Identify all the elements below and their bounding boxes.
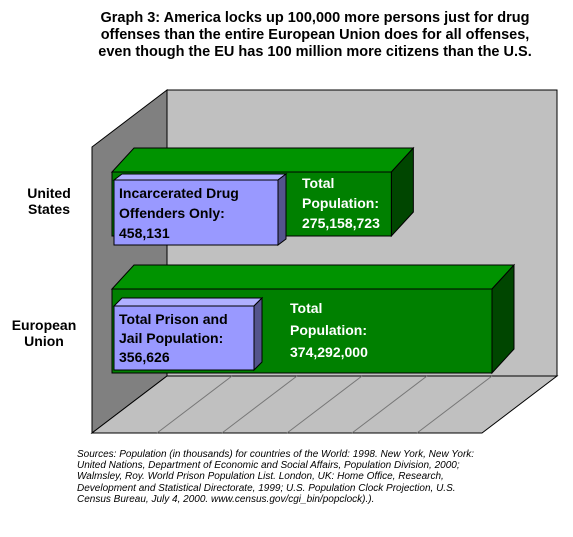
category-label-us: United States	[27, 185, 71, 217]
floor-gridline	[286, 375, 363, 434]
inmate-bar-us-side	[277, 173, 287, 246]
chart-title: Graph 3: America locks up 100,000 more p…	[60, 10, 570, 61]
floor-gridline	[156, 375, 233, 434]
sources-line-4: Development and Statistical Directorate,…	[77, 482, 456, 494]
floor-gridline	[351, 375, 428, 434]
floor-gridline	[416, 375, 493, 434]
floor-gridline	[221, 375, 298, 434]
inmate-bar-us-top	[112, 173, 288, 181]
inmate-bar-eu-side	[253, 296, 263, 372]
sources-line-1: Sources: Population (in thousands) for c…	[77, 449, 475, 460]
inmate-bar-label-us: Incarcerated Drug Offenders Only: 458,131	[119, 185, 239, 241]
category-label-eu: European Union	[12, 317, 77, 349]
sources-line-3: Walmsley, Roy. World Prison Population L…	[77, 471, 444, 483]
sources-line-2: United Nations, Department of Economic a…	[77, 460, 460, 472]
total-bar-us-top	[110, 147, 415, 173]
total-bar-label-us: Total Population: 275,158,723	[302, 175, 380, 231]
chart-title-line-3: even though the EU has 100 million more …	[98, 44, 532, 60]
inmate-bar-eu	[112, 296, 264, 372]
total-bar-eu-top	[110, 264, 516, 290]
inmate-bar-eu-top	[112, 297, 264, 307]
inmate-bar-label-eu: Total Prison and Jail Population: 356,626	[119, 311, 228, 365]
inmate-bar-eu-front	[113, 305, 255, 371]
total-bar-label-eu: Total Population: 374,292,000	[290, 300, 368, 360]
side-wall	[91, 88, 168, 435]
inmate-bar-us	[112, 173, 288, 246]
inmate-bar-us-front	[113, 179, 279, 246]
sources-note: Sources: Population (in thousands) for c…	[77, 449, 557, 505]
chart-title-line-2: offenses than the entire European Union …	[100, 27, 530, 43]
sources-line-5: Census Bureau, July 4, 2000. www.census.…	[77, 493, 375, 505]
chart-title-line-1: Graph 3: America locks up 100,000 more p…	[100, 10, 530, 26]
